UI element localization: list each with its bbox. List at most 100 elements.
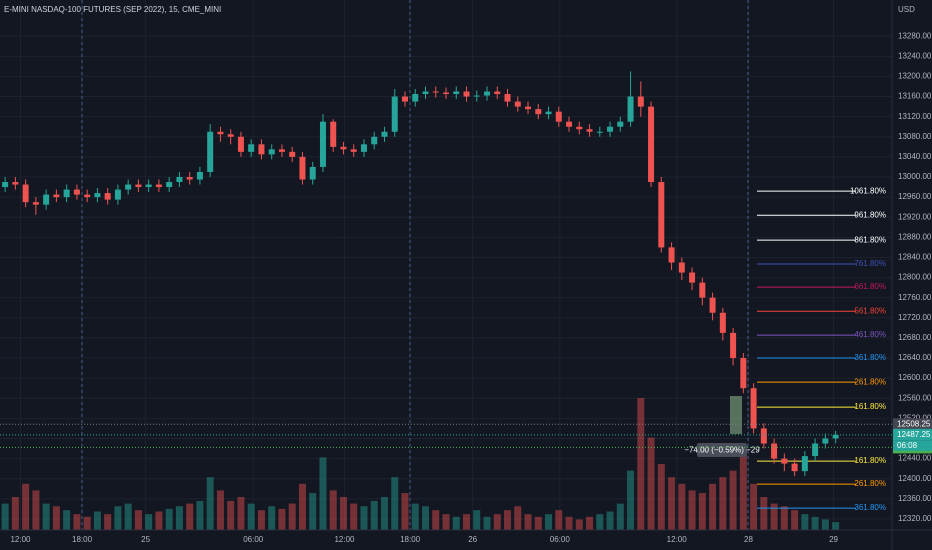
volume-bar bbox=[186, 503, 194, 530]
candle-body bbox=[525, 106, 532, 110]
candle-body bbox=[401, 96, 408, 102]
volume-bar bbox=[278, 508, 286, 530]
volume-bar bbox=[698, 493, 706, 530]
x-tick-label: 12:00 bbox=[667, 535, 688, 544]
candle-body bbox=[576, 126, 583, 130]
fib-label: 861.80% bbox=[854, 235, 886, 244]
volume-bar bbox=[380, 497, 388, 530]
volume-bar bbox=[124, 503, 132, 530]
volume-bar bbox=[688, 490, 696, 530]
volume-bar bbox=[678, 483, 686, 530]
volume-bar bbox=[760, 497, 768, 530]
volume-bar bbox=[821, 519, 829, 530]
y-tick-label: 12440.00 bbox=[898, 454, 932, 463]
price-tag bbox=[893, 428, 932, 441]
volume-bar bbox=[596, 514, 604, 530]
volume-bar bbox=[247, 503, 255, 530]
volume-bar bbox=[545, 514, 553, 530]
candle-body bbox=[494, 91, 501, 95]
volume-bar bbox=[565, 516, 573, 530]
volume-bar bbox=[360, 506, 368, 530]
volume-bar bbox=[668, 477, 676, 530]
volume-bar bbox=[555, 510, 563, 530]
x-tick-label: 18:00 bbox=[72, 535, 93, 544]
y-tick-label: 13200.00 bbox=[898, 72, 932, 81]
y-tick-label: 13000.00 bbox=[898, 172, 932, 181]
volume-bar bbox=[452, 516, 460, 530]
volume-bar bbox=[319, 457, 327, 530]
candle-body bbox=[750, 388, 757, 429]
y-tick-label: 12680.00 bbox=[898, 333, 932, 342]
fib-label: 161.80% bbox=[854, 456, 886, 465]
candle-body bbox=[463, 91, 470, 97]
y-tick-label: 13040.00 bbox=[898, 152, 932, 161]
volume-bar bbox=[370, 500, 378, 530]
y-tick-label: 12560.00 bbox=[898, 393, 932, 402]
volume-bar bbox=[432, 510, 440, 530]
y-tick-label: 12640.00 bbox=[898, 353, 932, 362]
volume-bar bbox=[165, 508, 173, 530]
candle-body bbox=[586, 129, 593, 132]
candle-body bbox=[63, 189, 70, 198]
candle-body bbox=[114, 189, 121, 200]
volume-bar bbox=[770, 503, 778, 530]
price-tag bbox=[893, 418, 932, 431]
volume-bar bbox=[63, 510, 71, 530]
candle-body bbox=[514, 101, 521, 107]
candle-body bbox=[678, 262, 685, 273]
volume-bar bbox=[514, 506, 522, 530]
candle-body bbox=[453, 91, 460, 95]
x-tick-label: 29 bbox=[829, 535, 838, 544]
fib-label: 561.80% bbox=[854, 306, 886, 315]
candle-body bbox=[422, 91, 429, 95]
volume-bar bbox=[288, 503, 296, 530]
candle-body bbox=[504, 94, 511, 102]
candle-body bbox=[760, 428, 767, 444]
candle-body bbox=[648, 106, 655, 183]
candle-body bbox=[22, 184, 29, 203]
currency: USD bbox=[898, 5, 915, 14]
y-tick-label: 12920.00 bbox=[898, 212, 932, 221]
candle-body bbox=[340, 146, 347, 150]
candle-body bbox=[53, 194, 60, 198]
candle-body bbox=[719, 312, 726, 333]
candle-body bbox=[432, 91, 439, 93]
candle-body bbox=[617, 121, 624, 127]
candle-body bbox=[381, 131, 388, 137]
candle-body bbox=[771, 443, 778, 459]
candle-body bbox=[699, 282, 706, 298]
countdown-tag bbox=[893, 440, 932, 451]
candle-body bbox=[217, 131, 224, 135]
volume-bar bbox=[339, 497, 347, 530]
candle-body bbox=[268, 149, 275, 155]
candle-body bbox=[330, 121, 337, 147]
y-tick-label: 12960.00 bbox=[898, 192, 932, 201]
y-tick-label: 13120.00 bbox=[898, 112, 932, 121]
volume-bar bbox=[791, 510, 799, 530]
candle-body bbox=[668, 247, 675, 263]
candle-body bbox=[709, 297, 716, 313]
fib-label: 661.80% bbox=[854, 282, 886, 291]
candle-body bbox=[278, 149, 285, 152]
volume-bar bbox=[729, 470, 737, 530]
price-tag-label: 12487.25 bbox=[897, 430, 931, 439]
candle-body bbox=[781, 458, 788, 464]
volume-bar bbox=[463, 514, 471, 530]
volume-bar bbox=[442, 514, 450, 530]
volume-bar bbox=[832, 522, 840, 530]
candle-body bbox=[391, 96, 398, 132]
measure-box bbox=[697, 443, 747, 457]
candle-body bbox=[227, 134, 234, 137]
candle-body bbox=[207, 131, 214, 172]
y-tick-label: 12760.00 bbox=[898, 293, 932, 302]
volume-bar bbox=[534, 516, 542, 530]
volume-bar bbox=[637, 398, 645, 530]
volume-bar bbox=[411, 503, 419, 530]
candle-body bbox=[371, 136, 378, 145]
volume-bar bbox=[350, 503, 358, 530]
candle-body bbox=[94, 193, 101, 198]
candle-body bbox=[84, 194, 91, 198]
candle-body bbox=[309, 166, 316, 180]
volume-bar bbox=[801, 514, 809, 530]
volume-bar bbox=[145, 514, 153, 530]
